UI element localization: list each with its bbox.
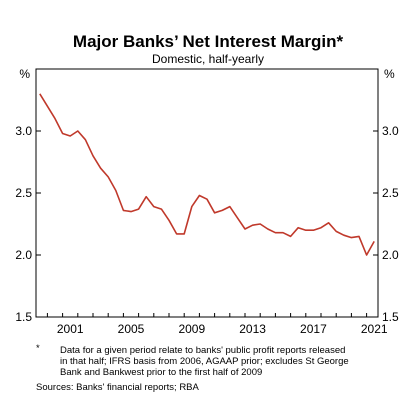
footnote-text: Data for a given period relate to banks'… [60, 345, 380, 378]
y-tick-label-left: 1.5 [15, 310, 32, 324]
footnote-marker: * [36, 343, 40, 354]
y-unit-right: % [384, 67, 395, 81]
source-note: Sources: Banks' financial reports; RBA [36, 382, 199, 393]
footnote-line: Bank and Bankwest prior to the first hal… [60, 367, 263, 378]
series-line [39, 93, 375, 256]
footnote-line: in that half; IFRS basis from 2006, AGAA… [60, 356, 349, 367]
y-tick-label-left: 2.0 [15, 248, 32, 262]
x-tick-label: 2021 [361, 322, 388, 336]
x-tick-label: 2017 [300, 322, 327, 336]
line-chart: Major Banks’ Net Interest Margin* Domest… [15, 32, 399, 336]
plot-frame [35, 68, 379, 318]
axis-ticks: 1.5 1.5 2.0 2.0 2.5 2.5 3.0 3.0 2001 2005 2009 2013… [15, 124, 399, 336]
chart-subtitle: Domestic, half-yearly [152, 52, 264, 66]
y-tick-label-right: 2.0 [382, 248, 399, 262]
y-tick-label-right: 1.5 [382, 310, 399, 324]
y-unit-left: % [19, 67, 30, 81]
y-tick-label-right: 3.0 [382, 124, 399, 138]
footnote-line: Data for a given period relate to banks'… [60, 345, 346, 356]
series-layer [39, 93, 375, 256]
x-tick-label: 2013 [239, 322, 266, 336]
y-tick-label-left: 2.5 [15, 186, 32, 200]
x-tick-label: 2001 [57, 322, 84, 336]
x-tick-label: 2005 [118, 322, 145, 336]
chart-title: Major Banks’ Net Interest Margin* [73, 32, 344, 51]
y-tick-label-left: 3.0 [15, 124, 32, 138]
y-tick-label-right: 2.5 [382, 186, 399, 200]
x-tick-label: 2009 [178, 322, 205, 336]
